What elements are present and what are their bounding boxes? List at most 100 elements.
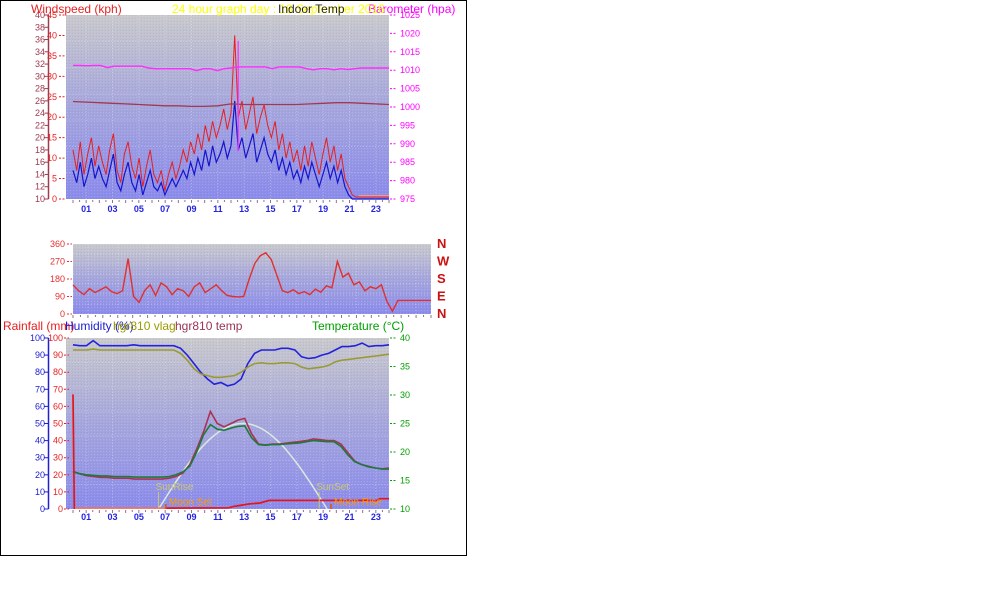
x-axis-label: 01 xyxy=(81,204,91,214)
axis-tick-label: 100 xyxy=(30,333,45,343)
axis-tick-label: 1025 xyxy=(400,10,420,20)
x-axis-label: 07 xyxy=(160,204,170,214)
series-hgr810-temp xyxy=(72,409,390,480)
x-axis-label: 23 xyxy=(371,512,381,522)
x-axis-label: 13 xyxy=(239,204,249,214)
series-humidity xyxy=(72,339,390,387)
x-axis-label: 19 xyxy=(318,512,328,522)
axis-tick-label: 1020 xyxy=(400,28,420,38)
axis-tick-label: 20 xyxy=(47,112,57,122)
moon-annotation-label: Moon Rise xyxy=(334,497,382,508)
series-barometer xyxy=(73,64,389,72)
axis-tick-label: 16 xyxy=(35,157,45,167)
axis-tick-label: 980 xyxy=(400,176,415,186)
axis-tick-label: 270 xyxy=(50,257,65,267)
x-axis-label: 03 xyxy=(107,204,117,214)
x-axis-label: 23 xyxy=(371,204,381,214)
axis-tick-label: 25 xyxy=(47,92,57,102)
axis-tick-label: 60 xyxy=(35,401,45,411)
x-axis-label: 15 xyxy=(265,204,275,214)
axis-tick-label: 60 xyxy=(53,401,63,411)
axis-tick-label: 985 xyxy=(400,157,415,167)
axis-tick-label: 34 xyxy=(35,47,45,57)
axis-tick-label: 1015 xyxy=(400,47,420,57)
barometer-axis-title: Barometer (hpa) xyxy=(368,2,456,16)
x-axis-label: 21 xyxy=(344,512,354,522)
axis-tick-label: 50 xyxy=(35,419,45,429)
axis-tick-label: 360 xyxy=(50,239,65,249)
humidity-axis-title: Humidity (%) xyxy=(65,319,134,333)
axis-tick-label: 80 xyxy=(35,367,45,377)
axis-tick-label: 90 xyxy=(55,292,65,302)
charts-canvas: 4038363432302826242220181614121045403530… xyxy=(30,10,450,522)
axis-tick-label: 5 xyxy=(52,174,57,184)
axis-tick-label: 35 xyxy=(400,362,410,372)
axis-tick-label: 80 xyxy=(53,367,63,377)
hgr810-vlag-title: hgr810 vlag xyxy=(113,319,176,333)
axis-tick-label: 70 xyxy=(53,384,63,394)
axis-tick-label: 0 xyxy=(52,194,57,204)
windspeed-barometer-chart: 4038363432302826242220181614121045403530… xyxy=(35,10,420,214)
axis-tick-label: 15 xyxy=(400,476,410,486)
axis-tick-label: 10 xyxy=(35,487,45,497)
direction-letter: N xyxy=(437,236,446,251)
x-axis-label: 07 xyxy=(160,512,170,522)
axis-tick-label: 50 xyxy=(53,419,63,429)
axis-tick-label: 20 xyxy=(35,133,45,143)
axis-tick-label: 100 xyxy=(48,333,63,343)
axis-tick-label: 15 xyxy=(47,133,57,143)
axis-tick-label: 180 xyxy=(50,274,65,284)
axis-tick-label: 995 xyxy=(400,120,415,130)
axis-tick-label: 20 xyxy=(35,470,45,480)
axis-tick-label: 30 xyxy=(35,453,45,463)
axis-tick-label: 0 xyxy=(58,504,63,514)
axis-tick-label: 0 xyxy=(40,504,45,514)
axis-tick-label: 22 xyxy=(35,120,45,130)
axis-tick-label: 20 xyxy=(53,470,63,480)
series-temperature xyxy=(72,423,389,478)
x-axis-label: 01 xyxy=(81,512,91,522)
rainfall-axis-title: Rainfall (mm) xyxy=(3,319,75,333)
axis-tick-label: 10 xyxy=(47,153,57,163)
axis-tick-label: 25 xyxy=(400,419,410,429)
axis-tick-label: 12 xyxy=(35,182,45,192)
x-axis-label: 17 xyxy=(292,204,302,214)
x-axis-label: 15 xyxy=(265,512,275,522)
axis-tick-label: 10 xyxy=(53,487,63,497)
sun-annotation-label: SunRise xyxy=(156,482,194,493)
x-axis-label: 05 xyxy=(134,204,144,214)
direction-letter: W xyxy=(437,254,450,269)
direction-letter: E xyxy=(437,289,446,304)
axis-tick-label: 14 xyxy=(35,169,45,179)
axis-tick-label: 28 xyxy=(35,84,45,94)
axis-tick-label: 40 xyxy=(53,436,63,446)
axis-tick-label: 45 xyxy=(47,10,57,20)
axis-tick-label: 90 xyxy=(35,350,45,360)
direction-letter: N xyxy=(437,306,446,321)
temperature-axis-title: Temperature (°C) xyxy=(312,319,405,333)
sun-annotation-label: SunSet xyxy=(316,482,349,493)
x-axis-label: 05 xyxy=(134,512,144,522)
axis-tick-label: 24 xyxy=(35,108,45,118)
axis-tick-label: 90 xyxy=(53,350,63,360)
series-wind-direction xyxy=(72,251,431,313)
axis-tick-label: 10 xyxy=(35,194,45,204)
x-axis-label: 19 xyxy=(318,204,328,214)
axis-tick-label: 0 xyxy=(60,309,65,319)
axis-tick-label: 40 xyxy=(400,333,410,343)
axis-tick-label: 35 xyxy=(47,51,57,61)
weather-graph-window: 40 38 36 34 32 30 28 26 24 22 20 18 16 14 12 10 45 40 35 30… xyxy=(0,0,467,556)
axis-tick-label: 70 xyxy=(35,384,45,394)
axis-tick-label: 30 xyxy=(400,390,410,400)
axis-tick-label: 36 xyxy=(35,35,45,45)
axis-tick-label: 30 xyxy=(35,71,45,81)
axis-tick-label: 18 xyxy=(35,145,45,155)
x-axis-label: 13 xyxy=(239,512,249,522)
direction-letter: S xyxy=(437,271,446,286)
x-axis-label: 11 xyxy=(213,512,223,522)
moon-annotation-label: Moon Set xyxy=(169,497,212,508)
axis-tick-label: 26 xyxy=(35,96,45,106)
hgr810-temp-title: hgr810 temp xyxy=(175,319,243,333)
